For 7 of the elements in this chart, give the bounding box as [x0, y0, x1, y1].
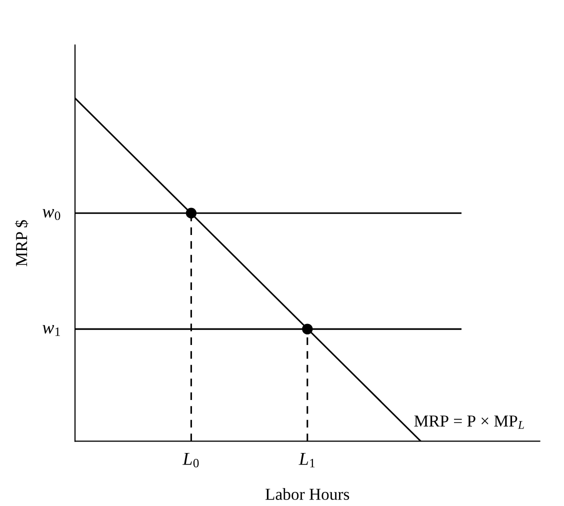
x-axis-title: Labor Hours: [266, 488, 350, 500]
annotation: w$_{0}$: [42, 209, 60, 220]
series-label: MRP = P × MP$_{L}$: [414, 416, 524, 429]
x-tick-label: L$_{0}$: [182, 452, 199, 468]
y-axis-title: MRP $: [14, 220, 28, 266]
annotation: w$_{1}$: [42, 325, 60, 336]
x-tick-label: L$_{1}$: [298, 452, 315, 468]
